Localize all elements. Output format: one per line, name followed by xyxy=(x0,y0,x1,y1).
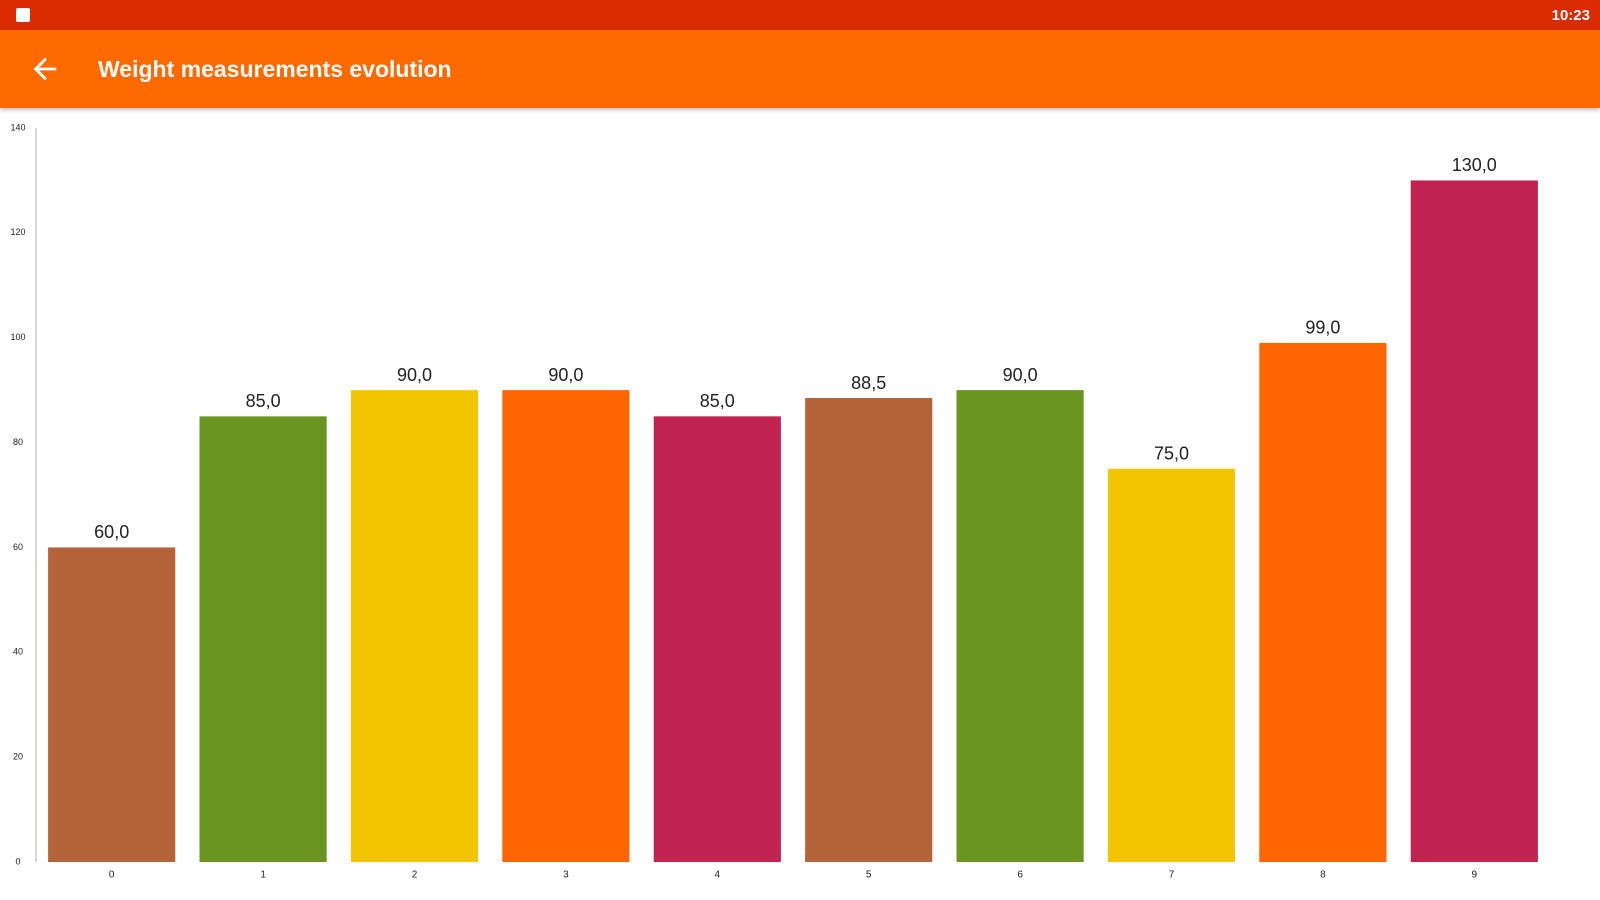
value-label: 75,0 xyxy=(1154,444,1189,464)
y-tick-label: 60 xyxy=(13,542,23,552)
value-label: 90,0 xyxy=(397,365,432,385)
x-tick-label: 7 xyxy=(1169,870,1175,881)
x-tick-label: 6 xyxy=(1017,870,1023,881)
bar xyxy=(350,390,479,862)
x-tick-label: 8 xyxy=(1320,870,1326,881)
x-tick-label: 1 xyxy=(260,870,266,881)
x-tick-label: 3 xyxy=(563,870,569,881)
bar xyxy=(199,416,327,862)
clock: 10:23 xyxy=(1551,7,1590,24)
y-tick-label: 20 xyxy=(13,752,23,762)
y-tick-label: 100 xyxy=(10,332,25,342)
app-bar: Weight measurements evolution xyxy=(0,30,1600,108)
status-bar: 10:23 xyxy=(0,0,1600,30)
bar xyxy=(1107,468,1236,862)
y-tick-label: 120 xyxy=(10,227,25,237)
y-tick-label: 40 xyxy=(13,647,23,657)
bar xyxy=(956,390,1084,862)
value-label: 90,0 xyxy=(1003,365,1038,385)
y-tick-label: 140 xyxy=(10,122,25,132)
back-button[interactable] xyxy=(28,52,62,86)
notification-icon xyxy=(16,8,30,22)
bar xyxy=(1259,342,1387,862)
y-tick-label: 0 xyxy=(15,856,20,866)
y-tick-label: 80 xyxy=(13,437,23,447)
value-label: 88,5 xyxy=(851,373,886,393)
x-tick-label: 2 xyxy=(412,870,418,881)
value-label: 130,0 xyxy=(1452,155,1497,175)
x-tick-label: 9 xyxy=(1472,870,1478,881)
screen-title: Weight measurements evolution xyxy=(98,56,452,82)
bar xyxy=(48,547,176,862)
value-label: 85,0 xyxy=(700,391,735,411)
bar xyxy=(805,398,933,862)
x-tick-label: 5 xyxy=(866,870,872,881)
x-tick-label: 0 xyxy=(109,870,115,881)
bar xyxy=(502,390,630,862)
x-tick-label: 4 xyxy=(715,870,721,881)
chart: 0 20 40 60 80 100 120 140 0 60,0 1 85,0 2 90,0 3 90,0 4 8… xyxy=(10,122,1538,881)
bar xyxy=(653,416,781,862)
value-label: 90,0 xyxy=(548,365,583,385)
bar xyxy=(1410,180,1538,862)
value-label: 60,0 xyxy=(94,522,129,542)
value-label: 99,0 xyxy=(1305,318,1340,338)
value-label: 85,0 xyxy=(246,391,281,411)
